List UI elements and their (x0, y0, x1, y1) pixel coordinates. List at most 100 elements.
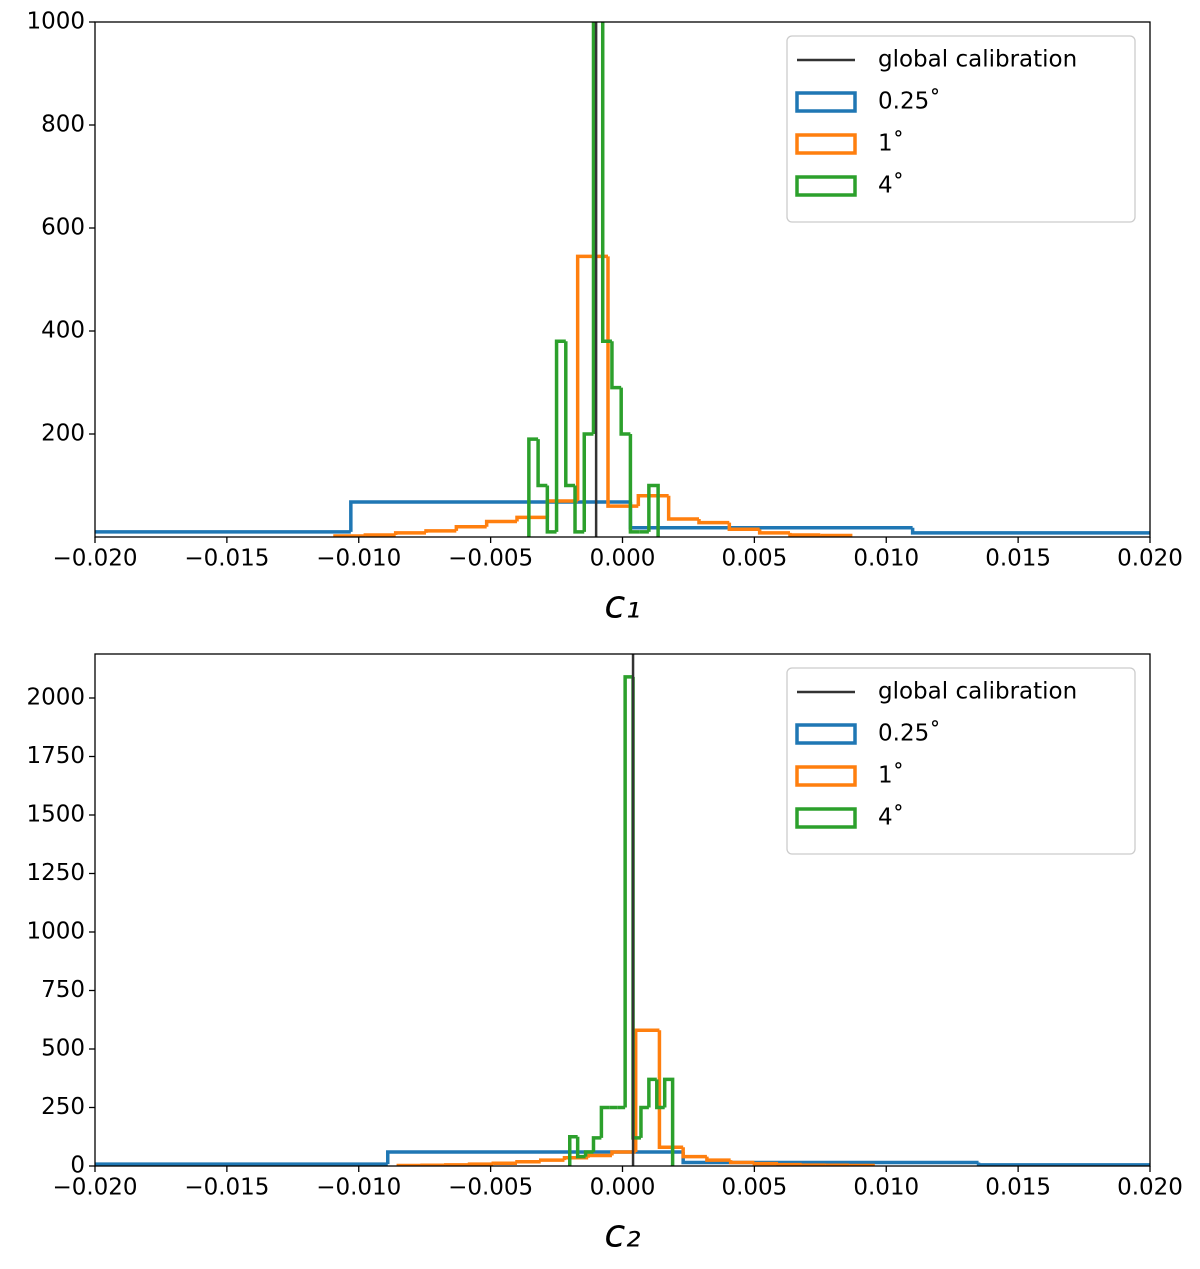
y-tick-label: 800 (41, 112, 85, 138)
x-tick-label: 0.015 (985, 546, 1051, 572)
plot (95, 22, 1150, 537)
hist-step (568, 1135, 578, 1166)
hist-step (639, 1105, 649, 1138)
x-tick-label: 0.010 (853, 546, 919, 572)
y-tick-label: 1750 (26, 743, 85, 769)
x-tick-label: 0.005 (721, 546, 787, 572)
hist-step (363, 533, 396, 537)
hist-step (393, 531, 427, 535)
hist-step (776, 1162, 802, 1166)
y-tick-label: 2000 (26, 684, 85, 710)
legend-label: 4˚ (878, 804, 904, 831)
x-tick-label: −0.015 (184, 546, 269, 572)
hist-step (976, 1162, 1150, 1166)
x-tick-label: 0.010 (853, 1175, 919, 1201)
x-tick-label: −0.020 (52, 546, 137, 572)
hist-step (600, 22, 612, 344)
hist-step (349, 500, 631, 532)
hist-step (788, 532, 821, 537)
hist-step (586, 1153, 612, 1158)
hist-step (467, 1162, 494, 1166)
y-tick-label: 200 (41, 421, 85, 447)
x-tick-label: 0.020 (1117, 546, 1183, 572)
legend-swatch (795, 175, 857, 197)
hist-step (491, 1161, 517, 1165)
hist-step (757, 529, 790, 535)
y-tick-label: 250 (41, 1094, 85, 1120)
legend-label: 0.25˚ (878, 720, 941, 747)
hist-step (705, 1156, 731, 1162)
legend-swatch (795, 723, 857, 745)
legend-label: global calibration (878, 679, 1077, 705)
hist-step (681, 1147, 707, 1159)
hist-step (536, 439, 548, 488)
hist-step (752, 1161, 779, 1166)
legend-swatch (795, 765, 857, 787)
hist-step (538, 1158, 565, 1162)
hist-step (666, 495, 699, 521)
hist-step (591, 1136, 602, 1152)
x-tick-label: −0.020 (52, 1175, 137, 1201)
hist-step (647, 1077, 657, 1108)
hist-step (623, 675, 634, 1108)
hist-step (454, 524, 487, 531)
x-axis-label: c₂ (604, 1212, 640, 1256)
legend-swatch (795, 91, 857, 113)
hist-step (583, 1150, 594, 1157)
y-tick-label: 1000 (26, 918, 85, 944)
hist-step (910, 527, 1150, 535)
legend-box (786, 35, 1136, 223)
hist-step (628, 501, 913, 530)
hist-step (657, 1030, 684, 1150)
hist-step (527, 437, 539, 537)
legend-label: 4˚ (878, 172, 904, 199)
legend-swatch (795, 133, 857, 155)
hist-step (599, 1105, 610, 1138)
hist-step (633, 1028, 660, 1152)
plot (95, 654, 1150, 1166)
legend-label: 0.25˚ (878, 88, 941, 115)
hist-step (628, 434, 640, 534)
hist-step (610, 341, 622, 390)
y-tick-label: 1250 (26, 860, 85, 886)
x-tick-label: 0.005 (721, 1175, 787, 1201)
hist-step (591, 22, 596, 434)
legend-label: 1˚ (878, 762, 904, 789)
legend-swatch (795, 807, 857, 829)
hist-step (95, 530, 351, 534)
x-tick-label: −0.010 (316, 1175, 401, 1201)
legend-box (786, 667, 1136, 855)
x-tick-label: 0.000 (590, 1175, 656, 1201)
hist-step (647, 483, 660, 537)
hist-step (818, 533, 853, 537)
hist-step (545, 485, 557, 534)
y-tick-label: 500 (41, 1035, 85, 1061)
legend-label: global calibration (878, 47, 1077, 73)
hist-step (575, 1136, 586, 1159)
y-tick-label: 1000 (26, 9, 85, 35)
hist-step (515, 1160, 541, 1164)
hist-step (95, 1162, 388, 1166)
x-tick-label: 0.015 (985, 1175, 1051, 1201)
hist-step (728, 1160, 755, 1165)
hist-step (662, 1077, 675, 1166)
hist-step (636, 494, 669, 507)
x-axis-label: c₁ (604, 583, 640, 627)
hist-step (554, 339, 566, 532)
hist-step (727, 522, 760, 532)
hist-step (573, 485, 585, 534)
hist-step (582, 432, 594, 532)
y-tick-label: 400 (41, 318, 85, 344)
hist-step (484, 519, 517, 527)
x-tick-label: 0.000 (590, 546, 656, 572)
hist-step (424, 529, 457, 533)
hist-step (515, 515, 548, 522)
hist-step (610, 1150, 636, 1156)
hist-step (564, 341, 576, 488)
x-tick-label: −0.010 (316, 546, 401, 572)
x-tick-label: −0.015 (184, 1175, 269, 1201)
hist-step (697, 518, 730, 525)
y-tick-label: 1500 (26, 801, 85, 827)
